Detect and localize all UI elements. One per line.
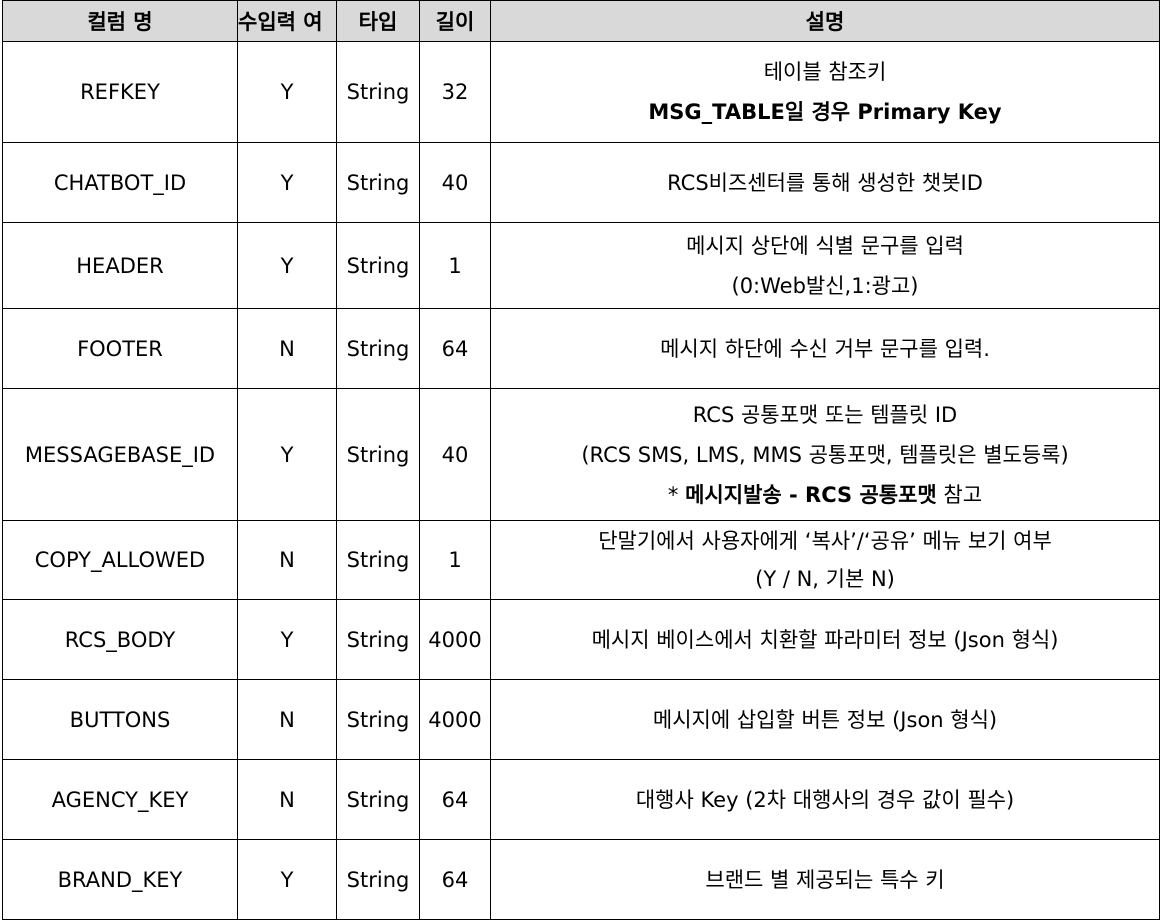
note-bold: 메시지발송 - RCS 공통포맷 (685, 482, 937, 507)
cell-description: 브랜드 별 제공되는 특수 키 (490, 839, 1160, 920)
table-row: REFKEY Y String 32 테이블 참조키 MSG_TABLE일 경우… (2, 41, 1160, 143)
cell-description: 대행사 Key (2차 대행사의 경우 값이 필수) (490, 759, 1160, 840)
table-row: HEADER Y String 1 메시지 상단에 식별 문구를 입력 (0:W… (2, 222, 1160, 309)
cell-type: String (336, 388, 420, 521)
cell-type: String (336, 222, 420, 309)
cell-required: N (237, 308, 337, 389)
cell-type: String (336, 759, 420, 840)
cell-name: RCS_BODY (2, 599, 238, 680)
table-row: COPY_ALLOWED N String 1 단말기에서 사용자에게 ‘복사’… (2, 520, 1160, 600)
header-row: 컬럼 명 수입력 여 타입 길이 설명 (2, 0, 1160, 42)
description-line: 메시지에 삽입할 버튼 정보 (Json 형식) (652, 707, 998, 732)
cell-required: Y (237, 839, 337, 920)
cell-name: FOOTER (2, 308, 238, 389)
cell-length: 1 (419, 222, 491, 309)
cell-description: RCS 공통포맷 또는 템플릿 ID (RCS SMS, LMS, MMS 공통… (490, 388, 1160, 521)
cell-length: 64 (419, 308, 491, 389)
cell-required: N (237, 520, 337, 600)
description-line: RCS 공통포맷 또는 템플릿 ID (692, 402, 958, 427)
description-note: * 메시지발송 - RCS 공통포맷 참고 (492, 475, 1159, 515)
cell-type: String (336, 679, 420, 760)
table-row: FOOTER N String 64 메시지 하단에 수신 거부 문구를 입력. (2, 308, 1160, 389)
description-line: 메시지 상단에 식별 문구를 입력 (686, 233, 964, 258)
description-line: 테이블 참조키 (763, 60, 887, 84)
header-length: 길이 (419, 0, 491, 42)
description-line-bold: MSG_TABLE일 경우 Primary Key (648, 100, 1002, 124)
header-type: 타입 (336, 0, 420, 42)
header-description: 설명 (490, 0, 1160, 42)
description-line: RCS비즈센터를 통해 생성한 챗봇ID (667, 170, 983, 195)
cell-name: HEADER (2, 222, 238, 309)
description-line: 단말기에서 사용자에게 ‘복사’/‘공유’ 메뉴 보기 여부 (598, 529, 1052, 553)
table-row: AGENCY_KEY N String 64 대행사 Key (2차 대행사의 … (2, 759, 1160, 840)
header-required: 수입력 여 (237, 0, 337, 42)
note-suffix: 참고 (936, 482, 983, 507)
cell-description: 단말기에서 사용자에게 ‘복사’/‘공유’ 메뉴 보기 여부 (Y / N, 기… (490, 520, 1160, 600)
cell-required: Y (237, 222, 337, 309)
cell-description: 메시지 상단에 식별 문구를 입력 (0:Web발신,1:광고) (490, 222, 1160, 309)
table-row: CHATBOT_ID Y String 40 RCS비즈센터를 통해 생성한 챗… (2, 142, 1160, 223)
table-row: BRAND_KEY Y String 64 브랜드 별 제공되는 특수 키 (2, 839, 1160, 920)
cell-length: 64 (419, 839, 491, 920)
cell-length: 32 (419, 41, 491, 143)
cell-name: COPY_ALLOWED (2, 520, 238, 600)
cell-length: 64 (419, 759, 491, 840)
cell-required: Y (237, 599, 337, 680)
description-line: 대행사 Key (2차 대행사의 경우 값이 필수) (635, 787, 1015, 812)
description-line: (RCS SMS, LMS, MMS 공통포맷, 템플릿은 별도등록) (581, 442, 1069, 467)
cell-required: Y (237, 388, 337, 521)
description-line: 메시지 하단에 수신 거부 문구를 입력. (660, 336, 990, 361)
cell-type: String (336, 41, 420, 143)
cell-name: REFKEY (2, 41, 238, 143)
table-row: BUTTONS N String 4000 메시지에 삽입할 버튼 정보 (Js… (2, 679, 1160, 760)
cell-length: 4000 (419, 599, 491, 680)
cell-length: 40 (419, 388, 491, 521)
cell-name: BRAND_KEY (2, 839, 238, 920)
cell-type: String (336, 839, 420, 920)
note-prefix: * (667, 482, 686, 507)
cell-description: 메시지 베이스에서 치환할 파라미터 정보 (Json 형식) (490, 599, 1160, 680)
cell-name: AGENCY_KEY (2, 759, 238, 840)
cell-required: Y (237, 41, 337, 143)
cell-description: 테이블 참조키 MSG_TABLE일 경우 Primary Key (490, 41, 1160, 143)
cell-type: String (336, 520, 420, 600)
cell-type: String (336, 142, 420, 223)
description-line: (0:Web발신,1:광고) (731, 273, 919, 298)
cell-length: 1 (419, 520, 491, 600)
cell-required: Y (237, 142, 337, 223)
cell-name: MESSAGEBASE_ID (2, 388, 238, 521)
cell-type: String (336, 308, 420, 389)
cell-description: RCS비즈센터를 통해 생성한 챗봇ID (490, 142, 1160, 223)
description-line: 메시지 베이스에서 치환할 파라미터 정보 (Json 형식) (591, 627, 1059, 652)
cell-description: 메시지 하단에 수신 거부 문구를 입력. (490, 308, 1160, 389)
header-column-name: 컬럼 명 (2, 0, 238, 42)
cell-length: 40 (419, 142, 491, 223)
cell-required: N (237, 759, 337, 840)
description-line: (Y / N, 기본 N) (755, 567, 895, 591)
cell-type: String (336, 599, 420, 680)
table-row: MESSAGEBASE_ID Y String 40 RCS 공통포맷 또는 템… (2, 388, 1160, 521)
description-line: 브랜드 별 제공되는 특수 키 (705, 867, 945, 892)
table-row: RCS_BODY Y String 4000 메시지 베이스에서 치환할 파라미… (2, 599, 1160, 680)
cell-name: BUTTONS (2, 679, 238, 760)
cell-length: 4000 (419, 679, 491, 760)
cell-description: 메시지에 삽입할 버튼 정보 (Json 형식) (490, 679, 1160, 760)
cell-required: N (237, 679, 337, 760)
cell-name: CHATBOT_ID (2, 142, 238, 223)
